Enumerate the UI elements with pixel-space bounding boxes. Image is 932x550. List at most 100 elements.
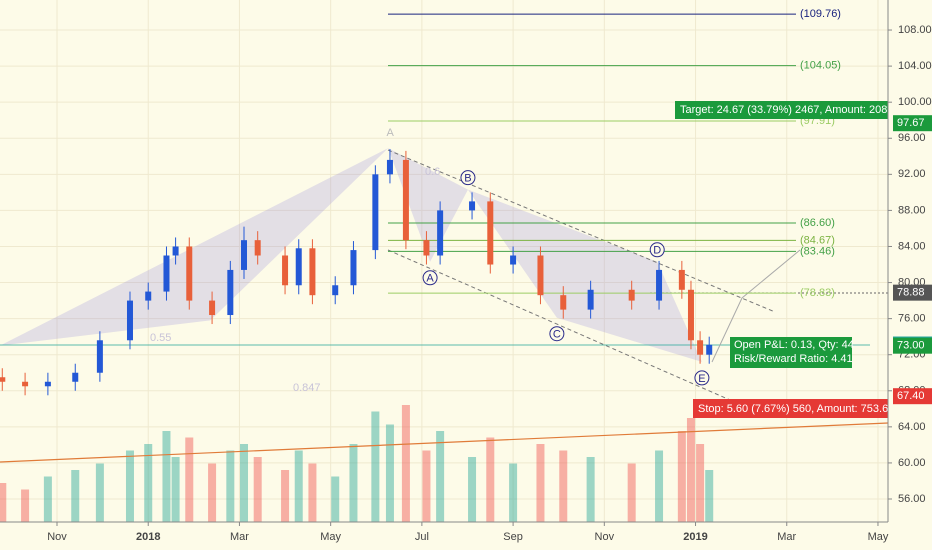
candle-body xyxy=(72,372,79,382)
fib-label: (84.67) xyxy=(800,234,835,246)
volume-bar xyxy=(253,457,262,522)
candle-body xyxy=(469,201,476,211)
volume-bar xyxy=(171,457,180,522)
candle-body xyxy=(697,340,704,355)
candle-body xyxy=(687,289,694,341)
volume-bar xyxy=(559,450,568,522)
rr-label: Risk/Reward Ratio: 4.41 xyxy=(734,353,853,365)
y-tick-label: 84.00 xyxy=(898,240,926,252)
candle-body xyxy=(126,300,133,341)
volume-bar xyxy=(422,450,431,522)
candle-body xyxy=(145,291,152,301)
fib-label: (86.60) xyxy=(800,217,835,229)
wave-marker xyxy=(549,326,565,342)
pattern-area xyxy=(467,189,658,318)
volume-bar xyxy=(0,483,7,522)
volume-bar xyxy=(349,444,358,522)
candle-body xyxy=(510,255,517,265)
pattern-area xyxy=(556,261,702,362)
wave-label: D xyxy=(653,245,661,257)
volume-bar xyxy=(468,457,477,522)
x-tick-label: May xyxy=(868,531,889,543)
candle-body xyxy=(706,344,713,355)
volume-bar xyxy=(95,463,104,522)
y-tick-label: 64.00 xyxy=(898,421,926,433)
trend-line xyxy=(0,422,889,463)
candles xyxy=(0,149,713,396)
wave-marker xyxy=(460,170,476,186)
candle-body xyxy=(163,255,170,292)
fib-label: (83.46) xyxy=(800,245,835,257)
pl-label: Open P&L: 0.13, Qty: 44 xyxy=(734,339,854,351)
volume-bar xyxy=(385,424,394,522)
volume-bar xyxy=(696,444,705,522)
candle-body xyxy=(487,201,494,265)
candle-body xyxy=(241,240,248,270)
candle-body xyxy=(332,285,339,296)
grid xyxy=(0,0,888,522)
x-tick-label: Jul xyxy=(415,531,429,543)
volume-bar xyxy=(185,437,194,522)
y-tick-label: 76.00 xyxy=(898,313,926,325)
price-tag-label: 73.00 xyxy=(897,340,925,352)
x-tick-label: May xyxy=(320,531,341,543)
stop-label: Stop: 5.60 (7.67%) 560, Amount: 753.6 xyxy=(698,403,888,415)
wave-marker xyxy=(649,242,665,258)
channel-lower xyxy=(387,249,731,401)
volume-bar xyxy=(371,411,380,522)
fib-label: (109.76) xyxy=(800,8,841,20)
volume-bar xyxy=(586,457,595,522)
volume-bar xyxy=(226,450,235,522)
candle-body xyxy=(227,269,234,316)
candle-body xyxy=(350,250,357,286)
candle-body xyxy=(96,340,103,373)
fib-label: (78.83) xyxy=(800,287,835,299)
drawings xyxy=(0,13,889,463)
x-tick-label: Nov xyxy=(47,531,67,543)
candle-body xyxy=(254,240,261,256)
price-tag xyxy=(893,388,932,405)
volume-bar xyxy=(308,463,317,522)
candle-body xyxy=(423,240,430,256)
wave-label: A xyxy=(386,127,394,139)
candle-body xyxy=(628,289,635,301)
candle-body xyxy=(282,255,289,286)
labels: AABCDE0.550.60.847(109.76)(104.05)(97.91… xyxy=(150,8,903,418)
price-tag xyxy=(893,115,932,132)
y-tick-label: 104.00 xyxy=(898,60,932,72)
wave-marker xyxy=(694,370,710,386)
candle-body xyxy=(537,255,544,296)
target-label: Target: 24.67 (33.79%) 2467, Amount: 208… xyxy=(680,104,903,116)
x-tick-label: 2018 xyxy=(136,531,160,543)
volume-bar xyxy=(144,444,153,522)
x-tick-label: 2019 xyxy=(683,531,707,543)
candle-body xyxy=(372,174,379,251)
pl-box xyxy=(730,337,852,368)
pattern-note: 0.847 xyxy=(293,382,321,394)
y-tick-label: 92.00 xyxy=(898,168,926,180)
pattern-area xyxy=(0,148,389,346)
candle-body xyxy=(44,381,51,387)
volume-bar xyxy=(125,450,134,522)
candle-body xyxy=(186,246,193,301)
volume-bar xyxy=(43,476,52,522)
y-tick-label: 56.00 xyxy=(898,493,926,505)
volume-bar xyxy=(294,450,303,522)
volume-bar xyxy=(677,431,686,522)
volume-bar xyxy=(331,476,340,522)
y-tick-label: 60.00 xyxy=(898,457,926,469)
candle-body xyxy=(386,159,393,175)
x-tick-label: Nov xyxy=(595,531,615,543)
volume-bar xyxy=(162,431,171,522)
wave-label: B xyxy=(464,173,471,185)
candle-body xyxy=(678,269,685,290)
candle-body xyxy=(209,300,216,316)
volume-bar xyxy=(536,444,545,522)
wave-marker xyxy=(422,270,438,286)
x-tick-label: Mar xyxy=(777,531,796,543)
wave-label: A xyxy=(426,273,434,285)
projection xyxy=(711,249,801,363)
volume-bar xyxy=(71,470,80,522)
